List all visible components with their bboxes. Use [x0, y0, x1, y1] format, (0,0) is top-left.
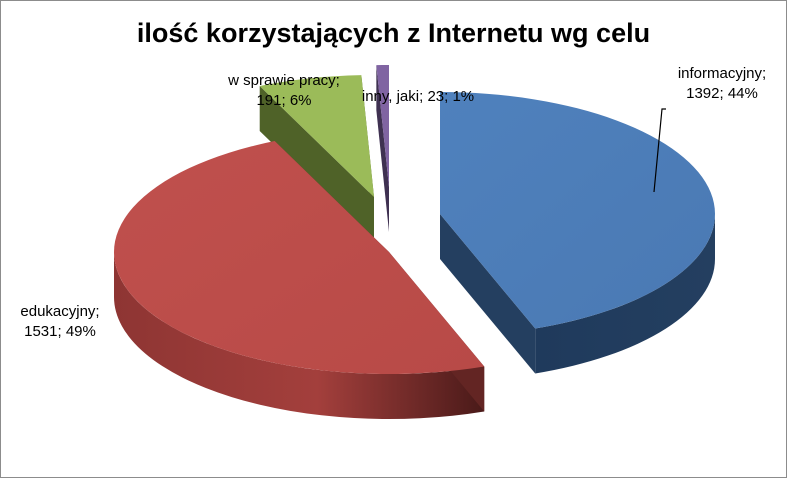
pie-slice-wall [376, 65, 389, 233]
data-label-informacyjny: 1392; 44% [686, 85, 758, 102]
data-label-edukacyjny: 1531; 49% [24, 323, 96, 340]
pie-slice-top [440, 92, 715, 329]
pie-slice-informacyjny [440, 92, 715, 374]
pie-slice-top [114, 141, 485, 374]
pie-slice-side [114, 252, 485, 419]
pie-slice-side [535, 214, 715, 374]
data-label-inny-jaki: inny, jaki; 23; 1% [362, 88, 474, 105]
data-label-w-sprawie-pracy: 191; 6% [256, 92, 311, 109]
pie-slice-w-sprawie-pracy [259, 75, 374, 243]
pie-slice-edukacyjny [114, 141, 485, 419]
data-label-informacyjny: informacyjny; [678, 65, 766, 82]
chart-title: ilość korzystających z Internetu wg celu [136, 18, 651, 48]
pie-slice-top [259, 75, 374, 197]
pie-slice-wall [440, 214, 536, 374]
data-label-w-sprawie-pracy: w sprawie pracy; [227, 72, 340, 89]
pie-slice-inny-jaki [376, 65, 389, 233]
data-label-edukacyjny: edukacyjny; [20, 303, 99, 320]
pie-slice-top [376, 65, 389, 187]
leader-line [653, 108, 666, 193]
pie-slice-wall [259, 86, 374, 242]
